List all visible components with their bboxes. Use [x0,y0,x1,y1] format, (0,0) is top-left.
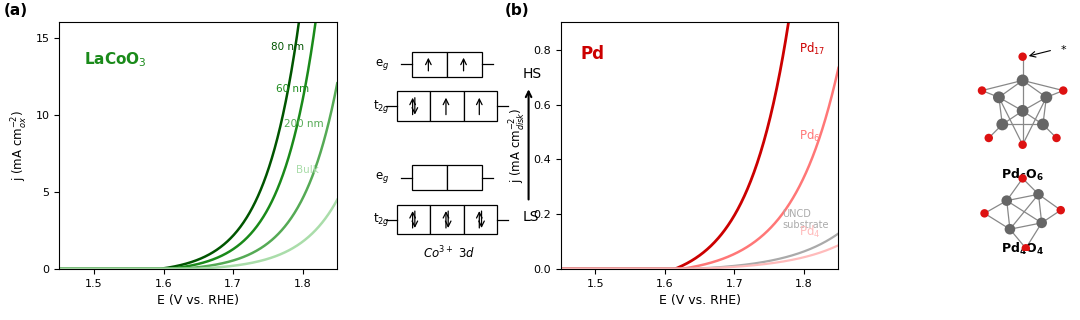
Circle shape [1059,86,1067,95]
Text: t$_{2g}$: t$_{2g}$ [373,211,390,228]
Circle shape [1037,118,1049,130]
X-axis label: E (V vs. RHE): E (V vs. RHE) [158,294,240,307]
FancyBboxPatch shape [431,92,463,121]
Circle shape [985,134,993,142]
Text: e$_g$: e$_g$ [376,170,390,185]
Text: 200 nm: 200 nm [284,119,323,129]
Circle shape [1040,92,1052,103]
Circle shape [1018,52,1027,61]
FancyBboxPatch shape [397,92,431,121]
Circle shape [993,92,1004,103]
Circle shape [1018,174,1027,183]
Y-axis label: j (mA cm$^{-2}_{disk}$): j (mA cm$^{-2}_{disk}$) [508,108,527,183]
FancyBboxPatch shape [411,165,447,190]
FancyBboxPatch shape [463,205,497,234]
FancyBboxPatch shape [397,205,431,234]
Circle shape [977,86,986,95]
Text: e$_g$: e$_g$ [376,57,390,72]
Text: Pd$_4$: Pd$_4$ [799,224,821,240]
Text: HS: HS [523,67,542,81]
Text: $\mathbf{Pd_4O_4}$: $\mathbf{Pd_4O_4}$ [1001,241,1044,257]
Text: 60 nm: 60 nm [276,84,309,94]
Text: Pd$_6$: Pd$_6$ [799,128,821,144]
Text: LaCoO$_3$: LaCoO$_3$ [84,50,147,69]
Circle shape [981,209,989,218]
Text: (a): (a) [4,3,28,18]
Y-axis label: j (mA cm$^{-2}_{ox}$): j (mA cm$^{-2}_{ox}$) [10,110,30,181]
FancyBboxPatch shape [447,165,483,190]
Text: Bulk: Bulk [296,165,319,175]
Text: LS: LS [523,210,540,224]
Circle shape [1052,134,1061,142]
Circle shape [1034,189,1043,200]
X-axis label: E (V vs. RHE): E (V vs. RHE) [659,294,741,307]
Circle shape [1056,206,1065,214]
Circle shape [1016,105,1028,117]
Text: Pd$_{17}$: Pd$_{17}$ [799,41,825,57]
Text: UNCD
substrate: UNCD substrate [782,209,828,230]
Text: 80 nm: 80 nm [271,42,305,52]
Text: Pd: Pd [580,45,604,63]
Text: $\mathbf{Pd_6O_6}$: $\mathbf{Pd_6O_6}$ [1001,167,1044,183]
FancyBboxPatch shape [463,92,497,121]
Circle shape [997,118,1009,130]
Circle shape [1016,75,1028,86]
FancyBboxPatch shape [431,205,463,234]
Circle shape [1001,195,1012,206]
FancyBboxPatch shape [447,52,483,76]
Circle shape [1022,244,1030,252]
Circle shape [1037,218,1047,228]
Circle shape [1018,140,1027,149]
FancyBboxPatch shape [411,52,447,76]
Text: $\it{Co^{3+}\ 3d}$: $\it{Co^{3+}\ 3d}$ [422,245,475,261]
Circle shape [1004,224,1015,235]
Text: t$_{2g}$: t$_{2g}$ [373,98,390,115]
Text: *: * [1061,45,1066,55]
Text: (b): (b) [505,3,529,18]
